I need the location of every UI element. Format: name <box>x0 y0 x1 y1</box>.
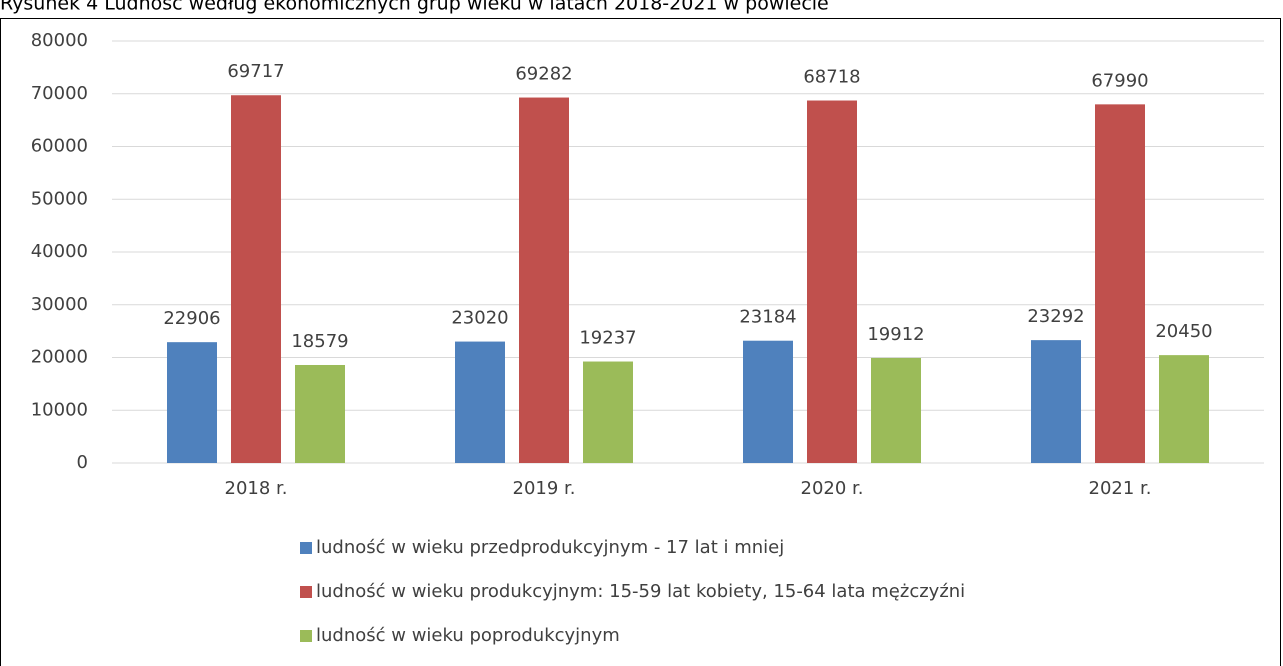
bar <box>1031 340 1081 463</box>
legend-label: ludność w wieku przedprodukcyjnym - 17 l… <box>316 537 784 558</box>
data-label: 67990 <box>1091 70 1148 91</box>
bar <box>1095 104 1145 463</box>
data-label: 23020 <box>451 308 508 329</box>
bar <box>455 341 505 463</box>
data-label: 19912 <box>867 324 924 345</box>
legend-swatch <box>300 630 312 642</box>
legend-label: ludność w wieku poprodukcyjnym <box>316 625 620 646</box>
bar <box>295 364 345 463</box>
chart-title: Rysunek 4 Ludność według ekonomicznych g… <box>0 0 829 15</box>
y-tick-label: 80000 <box>31 30 88 51</box>
y-tick-label: 40000 <box>31 241 88 262</box>
x-tick-label: 2019 r. <box>513 478 576 499</box>
data-label: 23184 <box>739 307 796 328</box>
data-label: 68718 <box>803 67 860 88</box>
bar <box>583 361 633 463</box>
x-tick-label: 2021 r. <box>1089 478 1152 499</box>
data-label: 22906 <box>163 308 220 329</box>
bar <box>743 340 793 463</box>
y-tick-label: 30000 <box>31 294 88 315</box>
bar <box>807 100 857 464</box>
data-label: 19237 <box>579 328 636 349</box>
data-label: 69282 <box>515 64 572 85</box>
legend-label: ludność w wieku produkcyjnym: 15-59 lat … <box>316 581 965 602</box>
data-label: 20450 <box>1155 321 1212 342</box>
bar <box>231 95 281 463</box>
data-label: 18579 <box>291 331 348 352</box>
y-tick-label: 60000 <box>31 136 88 157</box>
bar <box>871 357 921 463</box>
bar <box>167 342 217 463</box>
legend-swatch <box>300 542 312 554</box>
y-tick-label: 10000 <box>31 399 88 420</box>
data-label: 23292 <box>1027 306 1084 327</box>
legend-swatch <box>300 586 312 598</box>
data-label: 69717 <box>227 61 284 82</box>
x-tick-label: 2020 r. <box>801 478 864 499</box>
bar <box>1159 355 1209 463</box>
y-tick-label: 20000 <box>31 347 88 368</box>
y-tick-label: 50000 <box>31 188 88 209</box>
y-tick-label: 70000 <box>31 83 88 104</box>
x-tick-label: 2018 r. <box>225 478 288 499</box>
bar <box>519 97 569 464</box>
y-tick-label: 0 <box>77 452 88 473</box>
chart-border <box>0 18 1281 666</box>
